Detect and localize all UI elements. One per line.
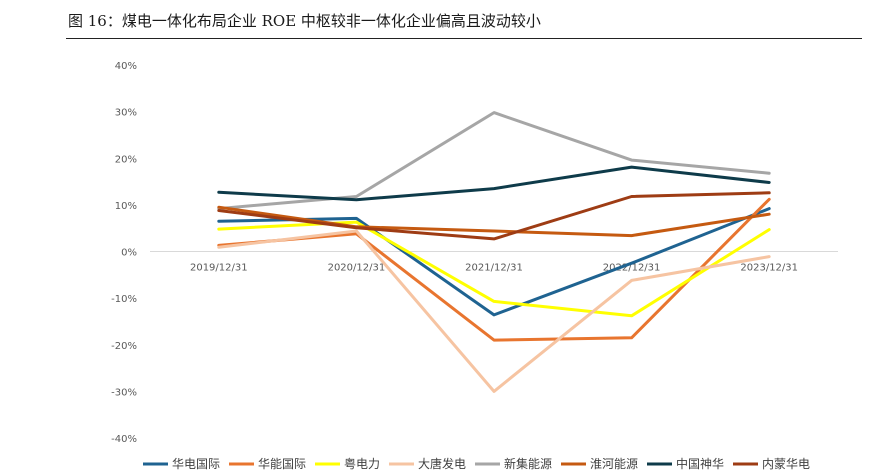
y-tick-label: -20% [111, 341, 137, 352]
legend-label: 淮河能源 [590, 457, 638, 471]
series-line [217, 205, 771, 238]
series-line [217, 191, 771, 241]
x-tick-label: 2021/12/31 [465, 263, 523, 274]
x-tick-label: 2020/12/31 [328, 263, 386, 274]
series-line [217, 111, 771, 211]
y-tick-label: 30% [115, 108, 137, 119]
legend-label: 华能国际 [258, 457, 306, 471]
x-tick-label: 2022/12/31 [603, 263, 661, 274]
legend-label: 粤电力 [344, 456, 380, 471]
series-line [217, 220, 771, 318]
y-tick-label: 40% [115, 61, 137, 72]
x-tick-label: 2023/12/31 [740, 263, 798, 274]
legend-label: 新集能源 [504, 456, 552, 471]
title-divider [66, 38, 862, 39]
y-tick-label: -40% [111, 434, 137, 445]
x-tick-label: 2019/12/31 [190, 263, 248, 274]
series-line [217, 229, 771, 393]
legend-label: 内蒙华电 [762, 457, 810, 471]
legend-label: 华电国际 [172, 457, 220, 471]
y-tick-label: 0% [121, 248, 137, 259]
y-tick-label: -30% [111, 387, 137, 398]
figure-title: 图 16：煤电一体化布局企业 ROE 中枢较非一体化企业偏高且波动较小 [68, 12, 541, 30]
series-line [217, 165, 771, 202]
y-tick-label: 10% [115, 201, 137, 212]
legend-label: 大唐发电 [418, 456, 466, 471]
y-tick-label: 20% [115, 154, 137, 165]
y-tick-label: -10% [111, 294, 137, 305]
legend-label: 中国神华 [676, 456, 724, 471]
